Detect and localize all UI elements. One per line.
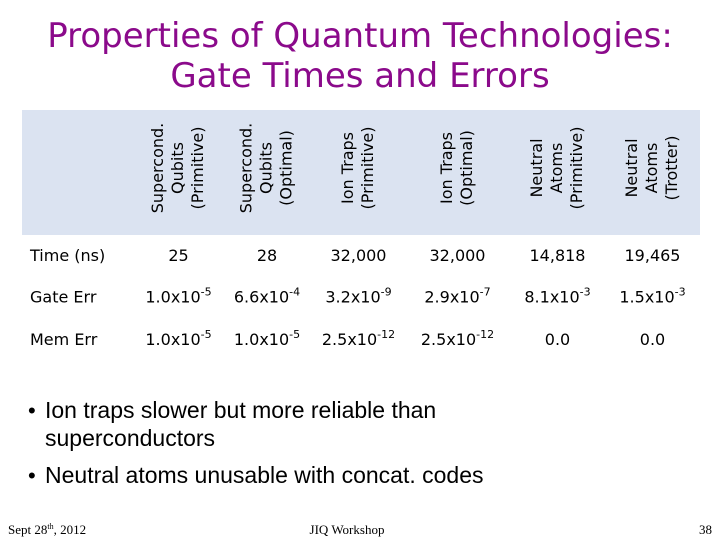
footer-center: JIQ Workshop — [310, 522, 385, 537]
bullet-text: Ion traps slower but more reliable than s… — [45, 397, 436, 451]
cell-base: 0.0 — [545, 330, 570, 349]
cell: 3.2x10-9 — [325, 286, 391, 307]
cell-base: 32,000 — [331, 246, 387, 265]
cell: 19,465 — [625, 246, 681, 265]
column-header-line: Neutral — [527, 138, 546, 197]
cell: 25 — [168, 246, 188, 265]
column-header: Ion Traps (Primitive) — [338, 127, 377, 210]
footer-date: Sept 28th, 2012 — [8, 522, 86, 537]
table: Supercond. Qubits (Primitive) Supercond. Qub… — [29, 123, 686, 349]
cell: 2.9x10-7 — [424, 286, 490, 307]
footer-page: 38 — [699, 522, 712, 537]
title-line: Gate Times and Errors — [170, 56, 549, 96]
column-header-line: (Primitive) — [567, 127, 586, 210]
cell: 0.0 — [545, 330, 570, 349]
column-header-line: Atoms — [547, 143, 566, 194]
column-header-line: Qubits — [168, 142, 187, 194]
cell-exponent: -9 — [381, 286, 392, 299]
row-label: Time (ns) — [29, 246, 105, 265]
cell: 1.0x10-5 — [234, 328, 300, 349]
column-header-line: Qubits — [257, 142, 276, 194]
cell-base: 2.5x10 — [322, 330, 377, 349]
cell: 0.0 — [640, 330, 665, 349]
cell-base: 32,000 — [430, 246, 486, 265]
column-header-line: Supercond. — [148, 123, 167, 214]
cell-base: 3.2x10 — [325, 288, 380, 307]
column-header-line: Ion Traps — [338, 132, 357, 204]
column-header: Neutral Atoms (Trotter) — [622, 136, 681, 201]
cell-base: 8.1x10 — [524, 288, 579, 307]
cell-exponent: -3 — [580, 286, 591, 299]
column-header-line: (Primitive) — [188, 127, 207, 210]
cell-base: 1.0x10 — [234, 330, 289, 349]
cell-exponent: -5 — [201, 328, 212, 341]
cell-exponent: -12 — [476, 328, 494, 341]
cell-base: 2.9x10 — [424, 288, 479, 307]
cell: 32,000 — [430, 246, 486, 265]
title-line: Properties of Quantum Technologies: — [47, 16, 673, 56]
bullet-dot: • — [28, 398, 36, 423]
cell-base: 28 — [257, 246, 277, 265]
cell-exponent: -3 — [675, 286, 686, 299]
column-header-line: (Optimal) — [277, 130, 296, 206]
cell: 8.1x10-3 — [524, 286, 590, 307]
column-header: Neutral Atoms (Primitive) — [527, 127, 586, 210]
cell: 32,000 — [331, 246, 387, 265]
cell-base: 14,818 — [530, 246, 586, 265]
column-header-line: (Optimal) — [457, 130, 476, 206]
cell: 14,818 — [530, 246, 586, 265]
cell: 2.5x10-12 — [322, 328, 395, 349]
cell-base: 1.5x10 — [619, 288, 674, 307]
bullet-text: Neutral atoms unusable with concat. code… — [45, 462, 484, 488]
column-header-line: Atoms — [642, 143, 661, 194]
column-header-line: Neutral — [622, 138, 641, 197]
cell-base: 0.0 — [640, 330, 665, 349]
bullet-text-line: superconductors — [45, 425, 215, 451]
cell: 6.6x10-4 — [234, 286, 300, 307]
row-label: Gate Err — [30, 288, 97, 307]
cell-exponent: -12 — [377, 328, 395, 341]
cell: 1.0x10-5 — [145, 286, 211, 307]
footer-date-year: , 2012 — [54, 522, 87, 537]
cell: 1.0x10-5 — [145, 328, 211, 349]
bullet-dot: • — [28, 463, 36, 488]
column-header: Supercond. Qubits (Optimal) — [237, 123, 296, 214]
cell-exponent: -5 — [201, 286, 212, 299]
column-header-line: (Primitive) — [358, 127, 377, 210]
column-header-line: (Trotter) — [662, 136, 681, 201]
cell: 1.5x10-3 — [619, 286, 685, 307]
column-header-line: Supercond. — [237, 123, 256, 214]
cell-base: 1.0x10 — [145, 330, 200, 349]
cell-exponent: -5 — [289, 328, 300, 341]
footer-date-suffix: th — [47, 522, 53, 531]
row-label: Mem Err — [30, 330, 98, 349]
cell-base: 6.6x10 — [234, 288, 289, 307]
cell: 2.5x10-12 — [421, 328, 494, 349]
cell-base: 19,465 — [625, 246, 681, 265]
header-row-bg — [22, 110, 700, 235]
column-header: Supercond. Qubits (Primitive) — [148, 123, 207, 214]
column-header: Ion Traps (Optimal) — [437, 130, 476, 206]
cell: 28 — [257, 246, 277, 265]
cell-exponent: -7 — [480, 286, 491, 299]
bullet-text-line: Ion traps slower but more reliable than — [45, 397, 436, 423]
cell-base: 25 — [168, 246, 188, 265]
cell-base: 1.0x10 — [145, 288, 200, 307]
cell-exponent: -4 — [289, 286, 300, 299]
cell-base: 2.5x10 — [421, 330, 476, 349]
footer-date-day: Sept 28 — [8, 522, 47, 537]
column-header-line: Ion Traps — [437, 132, 456, 204]
